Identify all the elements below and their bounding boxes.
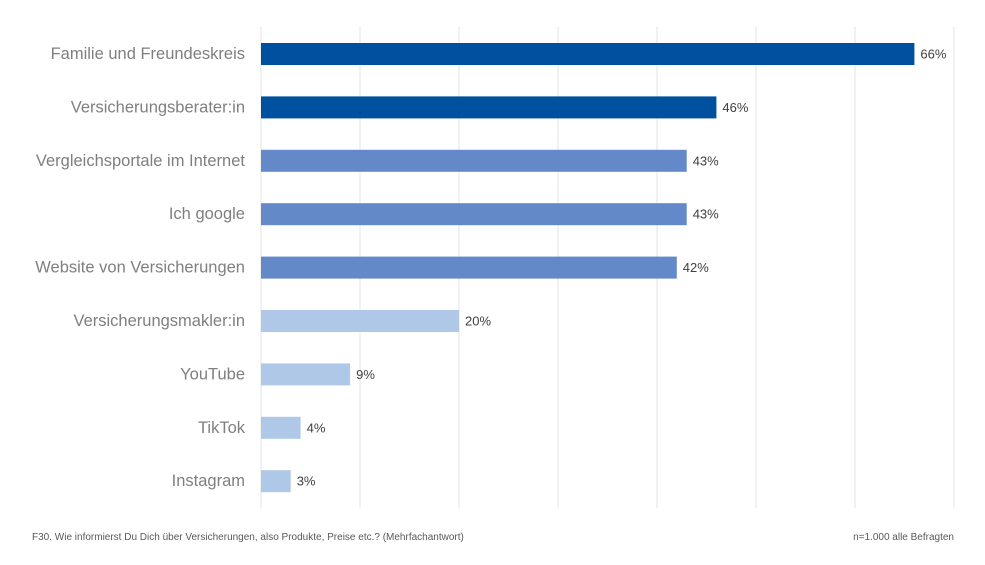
bar [261, 310, 459, 332]
category-labels: Familie und Freundeskreis Versicherungsbe… [35, 45, 245, 490]
question-footnote: F30. Wie informierst Du Dich über Versic… [32, 532, 464, 543]
value-label: 4% [307, 420, 326, 435]
category-label: Instagram [172, 472, 245, 490]
bar [261, 96, 717, 119]
category-label: TikTok [198, 419, 246, 437]
bar [261, 149, 687, 172]
category-label: YouTube [180, 365, 245, 383]
value-label: 66% [920, 47, 946, 62]
bar [261, 256, 677, 279]
category-label: Website von Versicherungen [35, 259, 245, 277]
category-label: Versicherungsmakler:in [74, 312, 246, 330]
value-label: 20% [465, 314, 491, 329]
value-label: 42% [683, 260, 709, 275]
bar [261, 203, 687, 226]
bars [261, 43, 915, 493]
bar [261, 43, 915, 65]
category-label: Ich google [169, 205, 245, 223]
bar [261, 363, 351, 386]
value-label: 46% [722, 100, 748, 115]
value-labels: 66% 46% 43% 43% 42% 20% 9% 4% 3% [297, 47, 947, 489]
bar [261, 416, 301, 439]
category-label: Vergleichsportale im Internet [36, 152, 246, 170]
sample-footnote: n=1.000 alle Befragten [853, 532, 954, 543]
category-label: Versicherungsberater:in [71, 98, 245, 116]
value-label: 43% [693, 207, 719, 222]
value-label: 9% [356, 367, 375, 382]
category-label: Familie und Freundeskreis [51, 45, 245, 63]
value-label: 43% [693, 153, 719, 168]
bar [261, 470, 291, 493]
value-label: 3% [297, 474, 316, 489]
